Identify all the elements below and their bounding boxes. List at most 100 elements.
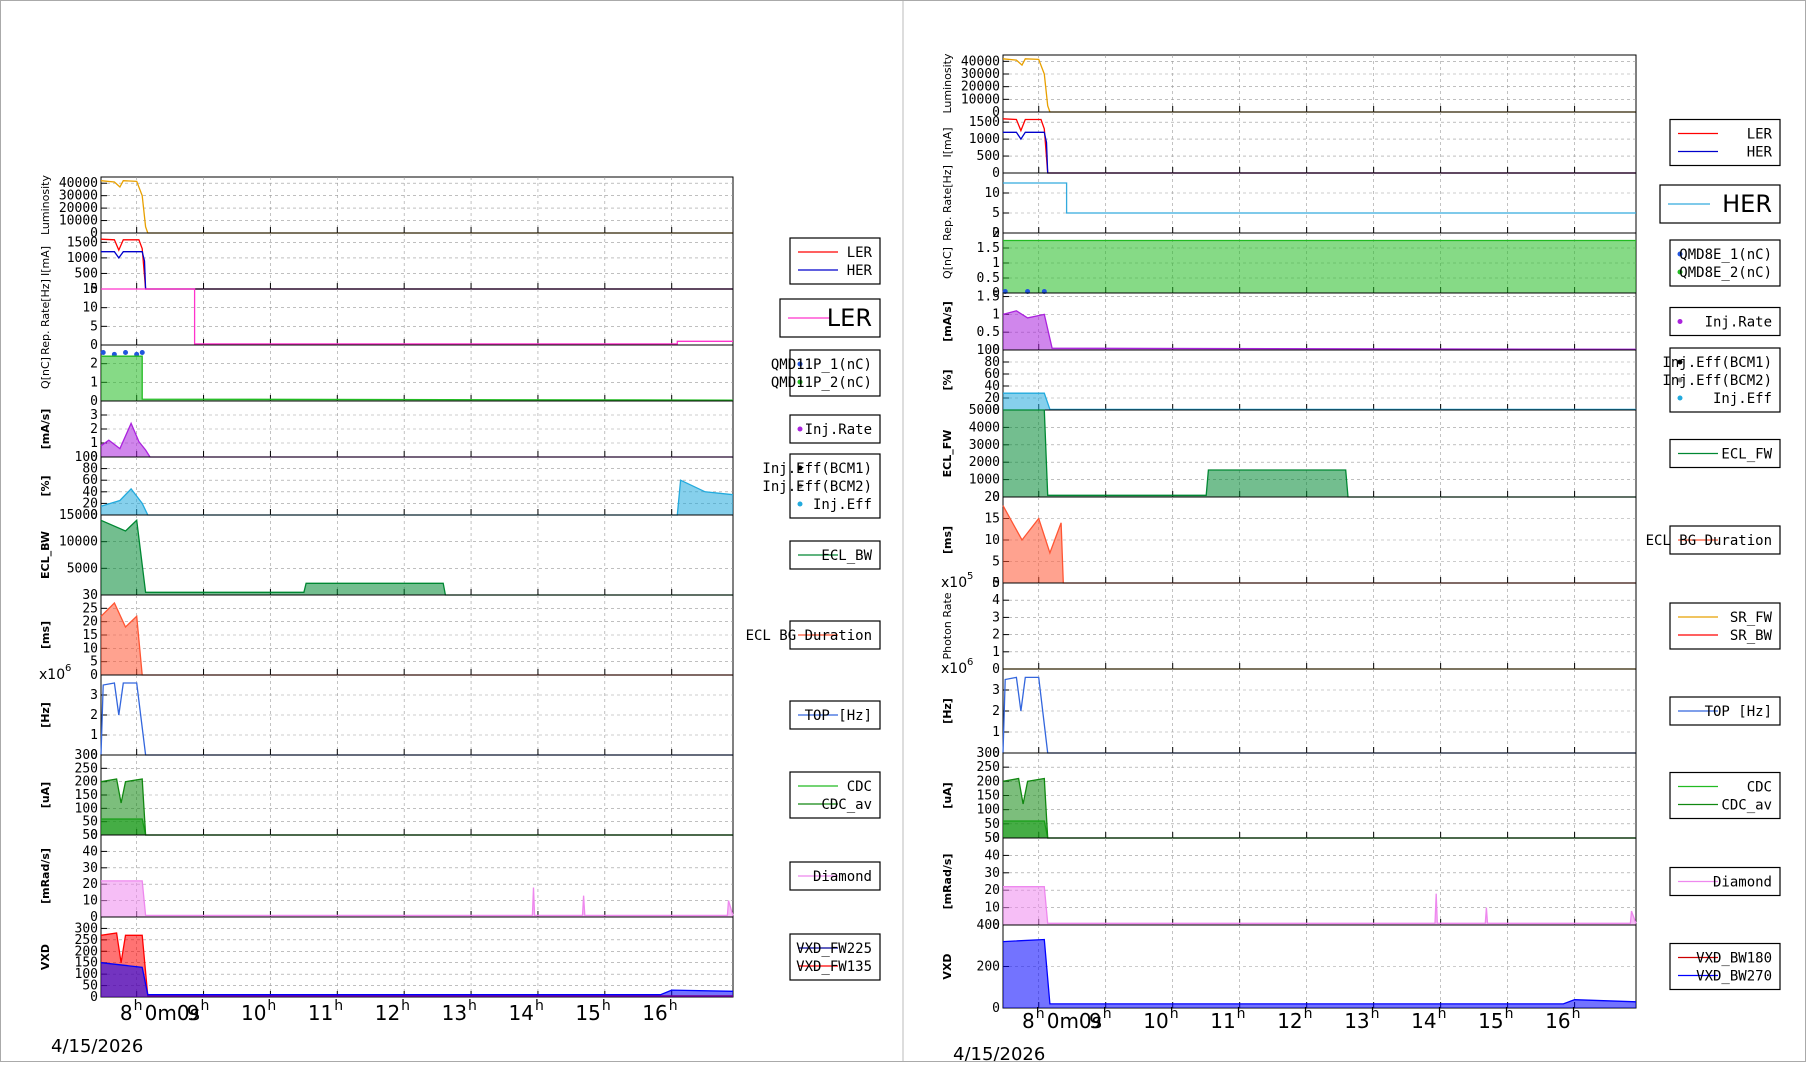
y-tick-label: 10	[984, 533, 1000, 548]
y-tick-label: 10000	[59, 214, 98, 229]
series-current-0	[100, 238, 733, 290]
x-tick-suffix: h	[1304, 1006, 1313, 1022]
legend-swatch	[1677, 377, 1683, 383]
legend-entry-label: SR_FW	[1730, 610, 1773, 626]
y-axis-label: [uA]	[39, 782, 52, 808]
legend-swatch	[1677, 395, 1683, 401]
y-tick-label: 4	[992, 593, 1000, 608]
series-injeff-0-fill	[1003, 393, 1636, 410]
panel-frame	[100, 288, 734, 346]
y-axis-label: I[mA]	[39, 246, 52, 276]
y-tick-label: 30	[984, 866, 1000, 881]
panel-frame	[100, 754, 734, 836]
y-tick-label: 10	[984, 901, 1000, 916]
y-tick-label: 0	[992, 343, 1000, 358]
y-tick-label: 30	[82, 588, 98, 603]
legend-box	[1669, 306, 1781, 337]
series-eclbg-0	[1002, 505, 1636, 584]
y-tick-label: 40	[984, 848, 1000, 863]
series-eclbg-0	[100, 601, 733, 676]
legend-entry-label: VXD_BW180	[1696, 951, 1772, 967]
y-tick-label: 30000	[961, 67, 1000, 82]
panel-rep: 0 5 10 15 Rep. Rate[Hz] LER	[39, 279, 881, 355]
legend-entry-label: QMD8E_1(nC)	[1679, 247, 1772, 263]
y-tick-label: 50	[82, 828, 98, 843]
series-injrate-0	[1002, 310, 1637, 350]
series-injeff-0	[1003, 392, 1636, 411]
legend-entry-label: Inj.Eff	[813, 497, 872, 513]
panel-charge: 00.511.52Q[nC] QMD8E_1(nC)QMD8E_2(nC)	[941, 226, 1781, 301]
x-tick-label: 11	[1210, 1009, 1235, 1033]
x-tick-label: 13	[1344, 1009, 1369, 1033]
x-tick-suffix: h	[669, 998, 678, 1014]
y-tick-label: 1500	[969, 115, 1000, 130]
series-current-1	[101, 251, 733, 290]
panel-frame	[1002, 54, 1637, 113]
x-tick-label: 10	[1143, 1009, 1168, 1033]
series-top-0	[1002, 676, 1636, 754]
x-tick-extra: 0m0s	[145, 1001, 200, 1025]
y-axis-label: ECL_BW	[39, 531, 52, 579]
date-label: 4/15/2026	[51, 1036, 143, 1057]
y-tick-label: 300	[75, 748, 98, 763]
y-tick-label: 20	[984, 490, 1000, 505]
y-axis-label: Q[nC]	[941, 247, 954, 279]
legend-big-label: LER	[827, 304, 872, 332]
series-cdc-0-fill	[101, 819, 733, 835]
legend-box	[789, 414, 881, 444]
series-diamond-0	[101, 880, 734, 917]
y-tick-label: 2	[90, 708, 98, 723]
x-tick-label: 11	[308, 1001, 333, 1025]
panel-injrate: 0 0.5 1 1.5 [mA/s] Inj.Rate	[941, 290, 1781, 358]
legend-box	[1669, 239, 1781, 287]
legend-swatch	[797, 501, 803, 507]
y-tick-label: 1	[992, 725, 1000, 740]
y-tick-label: 1.5	[977, 290, 1000, 305]
y-tick-label: 80	[984, 355, 1000, 370]
x-tick-label: 8	[1022, 1009, 1035, 1033]
x-tick-suffix: h	[1371, 1006, 1380, 1022]
x-tick-label: 16	[642, 1001, 667, 1025]
legend-box	[1669, 602, 1781, 650]
y-tick-label: 2	[992, 704, 1000, 719]
series-lum-0	[1002, 58, 1636, 113]
series-injrate-0-fill	[1003, 310, 1636, 350]
series-rep-0	[1003, 182, 1636, 214]
x-tick-label: 9	[187, 1001, 200, 1025]
y-tick-label: 200	[75, 775, 98, 790]
y-tick-label: 80	[82, 462, 98, 477]
y-tick-label: 1.5	[977, 241, 1000, 256]
legend-entry-label: HER	[847, 263, 873, 279]
panel-frame	[1002, 349, 1637, 411]
legend-box	[1669, 771, 1781, 820]
y-tick-label: 0	[90, 668, 98, 683]
legend-entry-label: LER	[847, 245, 873, 261]
legend-entry-label: HER	[1747, 145, 1773, 161]
y-tick-label: 2000	[969, 455, 1000, 470]
panel-frame	[1002, 837, 1637, 926]
x-tick-label: 16	[1545, 1009, 1570, 1033]
y-tick-label: 1	[992, 307, 1000, 322]
y-axis-label: [ms]	[39, 621, 52, 649]
panel-frame	[1002, 752, 1637, 839]
series-vxd-1-fill	[101, 962, 733, 997]
legend-entry-label: QMD11P_2(nC)	[771, 375, 872, 391]
legend-entry-label: TOP [Hz]	[805, 708, 872, 724]
y-axis-label: [Hz]	[39, 702, 52, 728]
panel-frame	[100, 400, 734, 458]
panel-frame	[100, 594, 734, 676]
y-tick-label: 20	[82, 877, 98, 892]
y-tick-label: 40000	[961, 54, 1000, 69]
series-charge-0-fill	[1003, 240, 1636, 293]
y-axis-label: [%]	[941, 369, 954, 390]
y-tick-label: 2	[992, 628, 1000, 643]
y-tick-label: 1	[992, 256, 1000, 271]
y-axis-label: Rep. Rate[Hz]	[941, 165, 954, 241]
y-tick-label: 1	[992, 645, 1000, 660]
y-tick-label: 200	[977, 960, 1000, 975]
y-tick-label: 100	[977, 803, 1000, 818]
legend-swatch	[797, 379, 803, 385]
